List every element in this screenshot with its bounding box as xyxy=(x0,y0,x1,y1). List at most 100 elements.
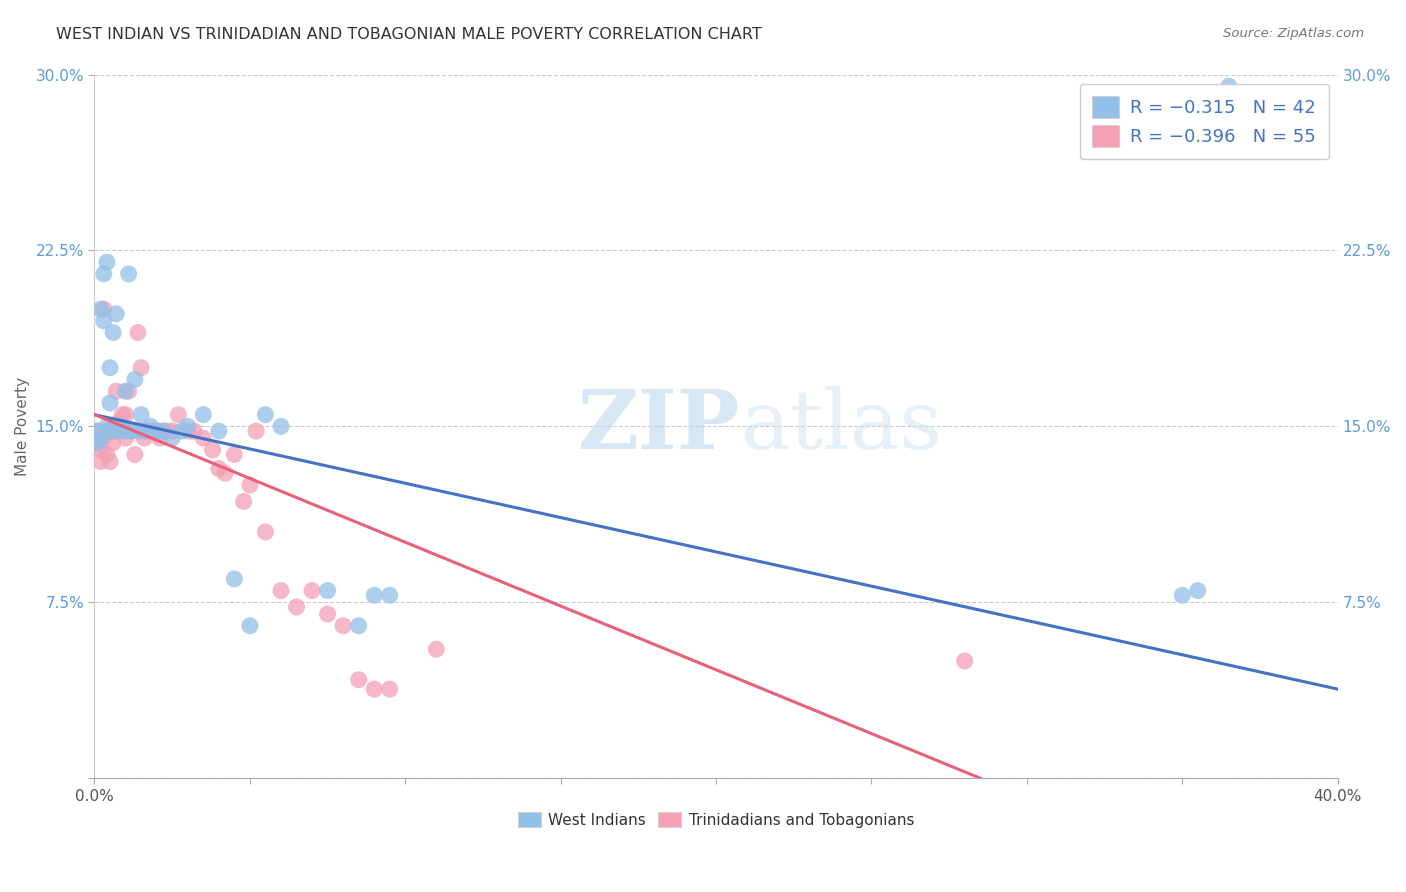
Point xyxy=(208,424,231,438)
Legend: West Indians, Trinidadians and Tobagonians: West Indians, Trinidadians and Tobagonia… xyxy=(512,805,921,834)
Point xyxy=(105,424,128,438)
Point xyxy=(96,419,118,434)
Point xyxy=(139,424,162,438)
Point xyxy=(98,360,121,375)
Text: Source: ZipAtlas.com: Source: ZipAtlas.com xyxy=(1223,27,1364,40)
Point xyxy=(108,424,131,438)
Point xyxy=(114,424,136,438)
Point xyxy=(127,424,149,438)
Point xyxy=(152,424,174,438)
Point xyxy=(378,588,401,602)
Point xyxy=(124,448,146,462)
Point xyxy=(96,255,118,269)
Y-axis label: Male Poverty: Male Poverty xyxy=(15,376,30,476)
Point xyxy=(953,654,976,668)
Point xyxy=(363,588,385,602)
Point xyxy=(129,360,152,375)
Point xyxy=(118,384,141,399)
Point xyxy=(239,478,262,492)
Point xyxy=(1171,588,1194,602)
Point xyxy=(270,583,292,598)
Point xyxy=(347,673,370,687)
Point xyxy=(90,454,112,468)
Point xyxy=(114,384,136,399)
Point xyxy=(285,599,308,614)
Point xyxy=(316,607,339,621)
Point xyxy=(96,448,118,462)
Point xyxy=(111,419,134,434)
Text: atlas: atlas xyxy=(741,386,943,467)
Point xyxy=(90,442,112,457)
Point xyxy=(270,419,292,434)
Point xyxy=(90,431,112,445)
Point xyxy=(239,619,262,633)
Point xyxy=(86,435,108,450)
Point xyxy=(98,424,121,438)
Point xyxy=(129,408,152,422)
Point xyxy=(93,267,115,281)
Point xyxy=(245,424,267,438)
Point xyxy=(201,442,224,457)
Point xyxy=(101,435,124,450)
Point xyxy=(224,448,246,462)
Point xyxy=(86,424,108,438)
Point xyxy=(96,424,118,438)
Point xyxy=(167,408,190,422)
Point xyxy=(425,642,447,657)
Point xyxy=(160,431,183,445)
Point xyxy=(98,396,121,410)
Point xyxy=(118,267,141,281)
Point xyxy=(90,302,112,317)
Point xyxy=(347,619,370,633)
Point xyxy=(145,424,167,438)
Point xyxy=(105,307,128,321)
Point xyxy=(142,424,165,438)
Point xyxy=(254,408,277,422)
Point xyxy=(177,419,200,434)
Point xyxy=(93,431,115,445)
Point xyxy=(101,424,124,438)
Text: ZIP: ZIP xyxy=(578,386,741,467)
Point xyxy=(134,424,156,438)
Point xyxy=(105,384,128,399)
Point xyxy=(232,494,254,508)
Point xyxy=(183,424,205,438)
Point xyxy=(254,524,277,539)
Point xyxy=(134,431,156,445)
Point xyxy=(114,408,136,422)
Point xyxy=(93,302,115,317)
Point xyxy=(152,424,174,438)
Point xyxy=(1218,79,1240,94)
Point xyxy=(149,431,172,445)
Point xyxy=(121,424,143,438)
Point xyxy=(86,435,108,450)
Point xyxy=(93,314,115,328)
Point xyxy=(127,326,149,340)
Point xyxy=(108,424,131,438)
Point xyxy=(86,424,108,438)
Point xyxy=(363,682,385,697)
Point xyxy=(145,424,167,438)
Point xyxy=(101,326,124,340)
Point xyxy=(111,408,134,422)
Point xyxy=(108,415,131,429)
Point xyxy=(98,454,121,468)
Point xyxy=(1187,583,1209,598)
Point xyxy=(224,572,246,586)
Point xyxy=(332,619,354,633)
Point xyxy=(378,682,401,697)
Point xyxy=(121,424,143,438)
Point xyxy=(136,424,159,438)
Point xyxy=(124,372,146,386)
Point xyxy=(114,431,136,445)
Point xyxy=(177,424,200,438)
Point xyxy=(214,467,236,481)
Point xyxy=(193,408,215,422)
Point xyxy=(160,424,183,438)
Point xyxy=(193,431,215,445)
Point xyxy=(139,419,162,434)
Point xyxy=(316,583,339,598)
Point xyxy=(98,424,121,438)
Point xyxy=(301,583,323,598)
Point xyxy=(155,424,177,438)
